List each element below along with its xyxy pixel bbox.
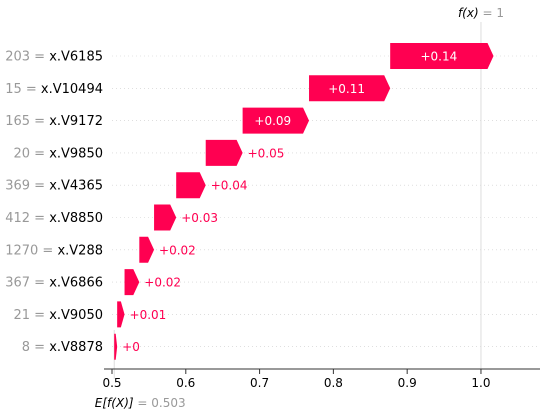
feature-name: x.V10494 [41, 82, 103, 97]
bars-layer [114, 43, 494, 360]
x-tick-label: 0.7 [250, 376, 269, 390]
waterfall-bar [176, 172, 206, 199]
waterfall-bar [154, 204, 177, 231]
labels-layer: +0.14 203 = x.V6185 +0.11 15 = x.V10494 +0.0… [5, 50, 457, 356]
waterfall-bar [124, 269, 140, 296]
bar-value-label: +0 [122, 340, 140, 354]
waterfall-bar [242, 107, 310, 134]
feature-label: 20 = x.V9850 [13, 146, 103, 161]
base-value-label: E[f(X)] = 0.503 [95, 396, 186, 410]
bar-value-label: +0.11 [328, 82, 365, 96]
feature-name: x.V8850 [49, 211, 103, 226]
base-value-number: = 0.503 [137, 396, 185, 410]
feature-value: 203 = [5, 50, 49, 65]
waterfall-bar [117, 301, 125, 328]
bar-value-label: +0.14 [420, 50, 457, 64]
feature-name: x.V9050 [49, 308, 103, 323]
bar-value-label: +0.05 [248, 146, 285, 160]
feature-label: 165 = x.V9172 [5, 114, 103, 129]
x-tick-label: 0.6 [176, 376, 195, 390]
feature-value: 15 = [5, 82, 41, 97]
feature-value: 367 = [5, 276, 49, 291]
waterfall-bar [309, 75, 391, 102]
output-value-number: = 1 [482, 6, 504, 20]
feature-label: 15 = x.V10494 [5, 82, 103, 97]
bar-value-label: +0.04 [211, 179, 248, 193]
x-tick-label: 0.8 [324, 376, 343, 390]
waterfall-bar [390, 43, 494, 69]
feature-value: 1270 = [5, 243, 57, 258]
feature-name: x.V9850 [49, 146, 103, 161]
feature-name: x.V6185 [49, 50, 103, 65]
waterfall-bar [139, 236, 155, 263]
bar-value-label: +0.01 [130, 308, 167, 322]
bar-value-label: +0.02 [144, 276, 181, 290]
feature-value: 8 = [22, 340, 49, 355]
feature-label: 369 = x.V4365 [5, 179, 103, 194]
feature-value: 165 = [5, 114, 49, 129]
output-value-name: f(x) [458, 6, 483, 20]
grid-layer [112, 22, 540, 379]
x-axis: 0.5 0.6 0.7 0.8 0.9 1.0 [102, 368, 540, 390]
x-tick-label: 0.9 [398, 376, 417, 390]
feature-label: 8 = x.V8878 [22, 340, 103, 355]
x-tick-label: 0.5 [102, 376, 121, 390]
feature-label: 367 = x.V6866 [5, 276, 103, 291]
feature-label: 412 = x.V8850 [5, 211, 103, 226]
waterfall-bar [114, 333, 118, 360]
base-value-name: E[f(X)] [95, 396, 138, 410]
feature-name: x.V6866 [49, 276, 103, 291]
waterfall-bar [205, 139, 243, 166]
feature-label: 203 = x.V6185 [5, 50, 103, 65]
feature-value: 369 = [5, 179, 49, 194]
feature-name: x.V4365 [49, 179, 103, 194]
meta-annotations: f(x) = 1 E[f(X)] = 0.503 [95, 6, 504, 410]
feature-value: 21 = [13, 308, 49, 323]
feature-label: 21 = x.V9050 [13, 308, 103, 323]
feature-value: 20 = [13, 146, 49, 161]
feature-name: x.V9172 [49, 114, 103, 129]
feature-name: x.V8878 [49, 340, 103, 355]
bar-value-label: +0.02 [159, 243, 196, 257]
feature-label: 1270 = x.V288 [5, 243, 103, 258]
output-value-label: f(x) = 1 [458, 6, 504, 20]
feature-value: 412 = [5, 211, 49, 226]
x-tick-label: 1.0 [471, 376, 490, 390]
bar-value-label: +0.03 [181, 211, 218, 225]
bar-value-label: +0.09 [254, 114, 291, 128]
feature-name: x.V288 [57, 243, 103, 258]
